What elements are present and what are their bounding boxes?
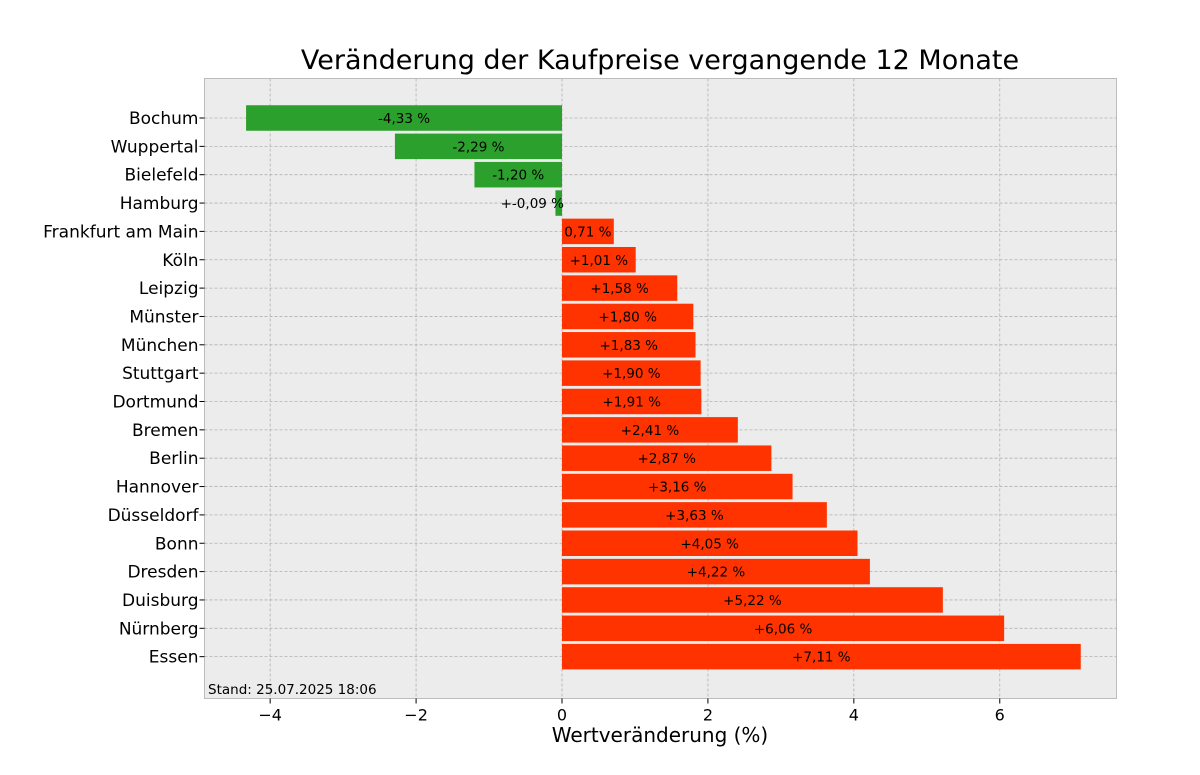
bar [562, 417, 738, 443]
value-label: +1,83 % [600, 338, 659, 354]
bar [562, 587, 943, 613]
value-label: +1,58 % [590, 281, 649, 297]
x-tick-label: 6 [995, 706, 1005, 725]
value-label: +5,22 % [723, 593, 782, 609]
value-label: +1,91 % [602, 395, 661, 411]
bar [562, 643, 1081, 670]
value-labels: -4,33 % -2,29 % -1,20 % +-0,09 % 0,71 % +1,01… [378, 111, 851, 666]
y-tick-label: Münster [129, 307, 198, 327]
x-tick-labels: −4 −2 0 2 4 6 [258, 698, 1005, 725]
y-tick-label: Köln [162, 251, 198, 271]
x-tick-label: −2 [404, 706, 428, 725]
y-tick-label: Bochum [129, 109, 199, 129]
y-tick-label: Dresden [127, 563, 198, 583]
bar [474, 161, 563, 188]
bar [562, 388, 702, 415]
y-tick-label: Frankfurt am Main [43, 222, 198, 242]
value-label: +3,63 % [665, 508, 724, 524]
y-tick-label: München [121, 336, 199, 356]
y-tick-label: Berlin [149, 449, 198, 469]
x-axis-label: Wertveränderung (%) [552, 723, 769, 747]
value-label: +3,16 % [648, 480, 707, 496]
value-label: +2,87 % [637, 451, 696, 467]
y-tick-label: Essen [149, 648, 199, 668]
bar [562, 473, 793, 500]
value-label: +1,01 % [570, 253, 629, 269]
timestamp-annotation: Stand: 25.07.2025 18:06 [208, 682, 377, 698]
value-label: +7,11 % [792, 650, 851, 666]
value-label: -1,20 % [492, 168, 544, 184]
x-tick-label: 4 [849, 706, 859, 725]
bar [562, 247, 636, 273]
bar [562, 332, 696, 358]
bar [562, 218, 614, 245]
value-label: +4,05 % [680, 536, 739, 552]
y-tick-label: Wuppertal [111, 137, 199, 157]
value-label: 0,71 % [564, 224, 611, 240]
y-tick-label: Düsseldorf [108, 506, 200, 526]
y-tick-label: Hannover [116, 478, 199, 498]
bar [562, 558, 870, 585]
y-tick-label: Leipzig [139, 279, 199, 299]
bar [394, 133, 563, 160]
value-label: +6,06 % [754, 621, 813, 637]
bar [562, 275, 678, 301]
value-label: -4,33 % [378, 111, 430, 127]
y-tick-label: Stuttgart [122, 364, 199, 384]
chart-title: Veränderung der Kaufpreise vergangende 1… [301, 45, 1019, 76]
bar [246, 105, 563, 131]
x-tick-label: 0 [557, 706, 567, 725]
value-label: -2,29 % [452, 139, 504, 155]
value-label: +1,90 % [602, 366, 661, 382]
y-tick-label: Bremen [132, 421, 199, 441]
value-label: +2,41 % [621, 423, 680, 439]
y-tick-label: Dortmund [112, 393, 198, 413]
x-tick-label: 2 [703, 706, 713, 725]
y-tick-labels: Bochum Wuppertal Bielefeld Hamburg Frankfurt… [43, 109, 205, 668]
y-tick-label: Nürnberg [119, 619, 199, 639]
y-tick-label: Duisburg [122, 591, 199, 611]
y-tick-label: Hamburg [120, 194, 199, 214]
bar [555, 190, 563, 216]
bar [562, 530, 858, 556]
value-label: +4,22 % [687, 565, 746, 581]
x-tick-label: −4 [258, 706, 282, 725]
bar [562, 360, 701, 386]
bar [562, 615, 1005, 642]
bar [562, 445, 772, 471]
bars [246, 105, 1081, 670]
value-label: +-0,09 % [501, 196, 565, 212]
y-tick-label: Bielefeld [125, 166, 199, 186]
y-tick-label: Bonn [155, 534, 199, 554]
bar [562, 303, 694, 330]
value-label: +1,80 % [598, 309, 657, 325]
bar [562, 502, 827, 528]
